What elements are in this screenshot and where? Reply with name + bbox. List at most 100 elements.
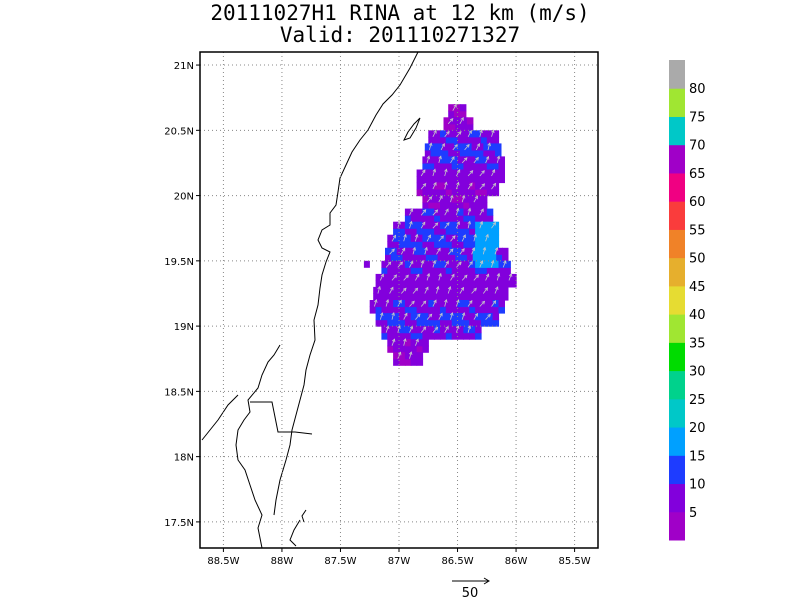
wind-cell (445, 306, 453, 314)
wind-arrow-head (485, 155, 490, 160)
wind-cell (390, 293, 398, 301)
wind-cell (486, 182, 494, 190)
wind-cell (486, 208, 494, 216)
wind-cell (504, 280, 511, 288)
wind-cell (393, 319, 400, 327)
wind-cell (436, 149, 443, 157)
wind-cell (373, 293, 380, 301)
wind-cell (457, 202, 464, 210)
wind-cell (498, 300, 505, 308)
wind-cell (393, 352, 400, 360)
wind-cell (434, 182, 441, 190)
wind-arrow (409, 301, 415, 307)
wind-cell (466, 247, 474, 255)
wind-cell (422, 182, 429, 190)
wind-arrow-head (469, 261, 473, 265)
wind-arrow (459, 287, 464, 294)
colorbar-label: 80 (689, 82, 706, 97)
wind-arrow (432, 327, 438, 333)
wind-cell (475, 162, 482, 170)
wind-cell (399, 234, 406, 242)
wind-arrow-head (491, 169, 496, 173)
wind-arrow (467, 130, 472, 137)
wind-cell (448, 143, 455, 151)
wind-arrow-head (455, 325, 460, 329)
wind-cell (440, 162, 447, 170)
wind-arrow-head (482, 246, 487, 251)
wind-cell (428, 273, 435, 281)
wind-cell (457, 326, 464, 334)
wind-arrow (438, 195, 443, 203)
wind-arrow-head (440, 235, 444, 239)
wind-cell (461, 254, 468, 262)
wind-cell (428, 162, 435, 170)
wind-arrow (461, 274, 468, 281)
wind-arrow-head (434, 326, 439, 331)
wind-cell (480, 195, 488, 203)
wind-cell (416, 332, 424, 340)
colorbar-swatch (669, 314, 685, 343)
wind-arrow-head (496, 272, 501, 277)
wind-cell (502, 254, 509, 262)
wind-cell (475, 306, 482, 314)
wind-arrow-head (463, 274, 468, 279)
wind-cell (416, 339, 424, 347)
wind-arrow-head (444, 181, 448, 186)
wind-arrow (473, 274, 479, 281)
wind-cell (381, 280, 388, 288)
wind-cell (455, 293, 462, 301)
wind-arrow (456, 261, 462, 268)
wind-cell (502, 293, 509, 301)
wind-arrow-head (377, 285, 381, 290)
wind-cell (484, 254, 491, 262)
wind-cell (416, 228, 424, 236)
wind-cell (486, 130, 494, 138)
wind-arrow (444, 261, 449, 268)
wind-arrow (494, 286, 499, 294)
wind-cell (475, 319, 482, 327)
wind-arrow-head (469, 170, 474, 174)
wind-cell (381, 260, 388, 268)
wind-arrow (432, 222, 438, 229)
wind-cell (445, 273, 453, 281)
wind-arrow (444, 299, 447, 307)
wind-cell (416, 345, 424, 353)
wind-arrow-head (412, 246, 416, 251)
wind-arrow (450, 312, 453, 320)
wind-cell (469, 306, 476, 314)
wind-cell (480, 221, 488, 229)
wind-cell (422, 189, 429, 197)
wind-arrow (471, 288, 477, 294)
colorbar-swatch (669, 116, 685, 146)
wind-cell (414, 247, 421, 255)
wind-cell (387, 280, 394, 288)
wind-arrow-head (422, 221, 426, 226)
wind-cell (399, 280, 406, 288)
wind-arrow (438, 235, 444, 242)
wind-cell (463, 221, 470, 229)
wind-arrow (426, 156, 430, 164)
wind-cell (445, 326, 453, 334)
wind-cell (442, 149, 449, 157)
wind-cell (498, 156, 505, 164)
wind-cell (399, 326, 406, 334)
wind-cell (486, 267, 494, 275)
wind-cell (492, 136, 500, 144)
wind-cell (440, 306, 447, 314)
wind-cell (428, 326, 435, 334)
wind-cell (475, 136, 482, 144)
wind-arrow (436, 286, 439, 294)
wind-cell (410, 306, 418, 314)
wind-cell (451, 273, 459, 281)
wind-cell (416, 215, 424, 223)
wind-arrow-head (508, 273, 513, 277)
wind-cell (475, 234, 482, 242)
wind-cell (496, 254, 503, 262)
wind-arrow-head (451, 156, 455, 160)
wind-cell (463, 300, 470, 308)
wind-arrow-head (458, 130, 462, 135)
wind-arrow (452, 144, 458, 151)
wind-cell (434, 319, 441, 327)
wind-cell (492, 273, 500, 281)
wind-cell (440, 273, 447, 281)
